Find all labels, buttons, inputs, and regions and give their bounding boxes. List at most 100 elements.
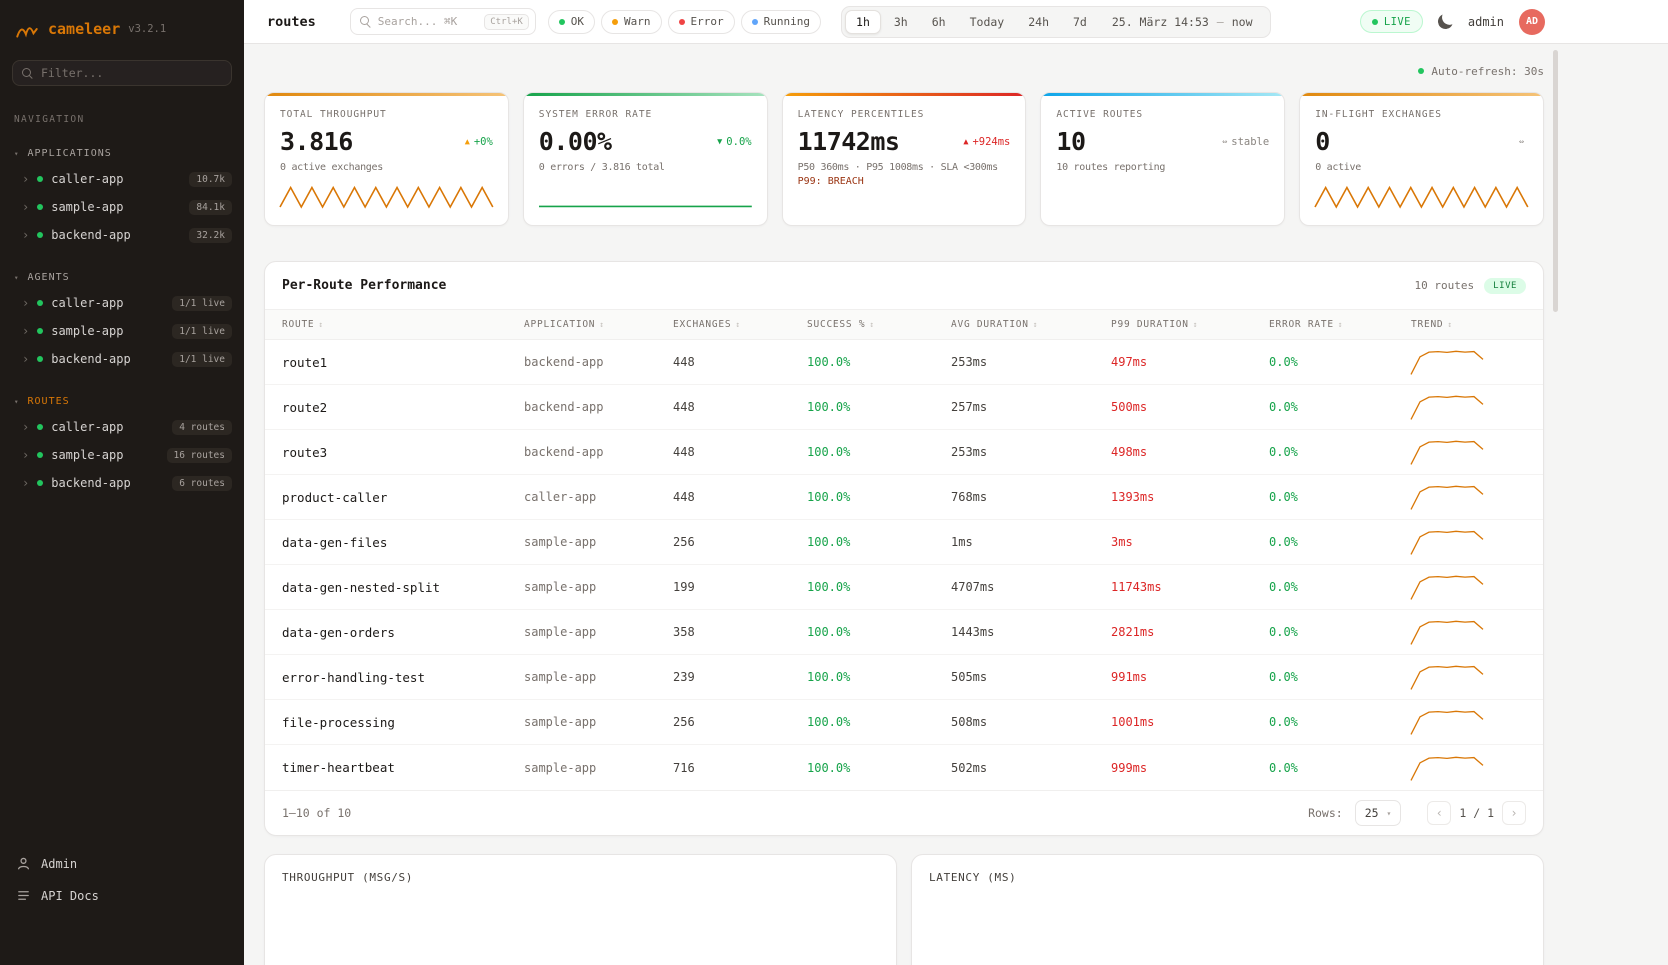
sort-icon: ↕: [1192, 320, 1199, 329]
cell-route: data-gen-orders: [282, 624, 395, 640]
prev-page-button[interactable]: ‹: [1427, 801, 1452, 825]
sidebar-group-routes: ▾ ROUTES › caller-app 4 routes › sample-app 16 …: [0, 390, 244, 497]
trend-sparkline: [1411, 394, 1483, 420]
sidebar-item-api-docs[interactable]: API Docs: [16, 888, 228, 903]
sidebar-item-agents-caller-app[interactable]: › caller-app 1/1 live: [0, 289, 244, 317]
filter-chip-warn[interactable]: Warn: [601, 9, 662, 34]
next-page-button[interactable]: ›: [1502, 801, 1526, 825]
time-range-buttons: 1h 3h 6h Today 24h 7d: [845, 9, 1098, 34]
cell-success: 100.0%: [807, 490, 851, 504]
chart-title: LATENCY (MS): [929, 871, 1017, 884]
chevron-right-icon: ›: [22, 200, 30, 214]
sort-icon: ↕: [599, 320, 605, 329]
column-header-application[interactable]: APPLICATION ↕: [524, 319, 673, 330]
sidebar-item-routes-backend-app[interactable]: › backend-app 6 routes: [0, 469, 244, 497]
sidebar-item-admin[interactable]: Admin: [16, 856, 228, 871]
sidebar-filter[interactable]: [12, 60, 232, 86]
chevron-down-icon: ▾: [1386, 808, 1392, 818]
column-header-exchanges[interactable]: EXCHANGES ↕: [673, 319, 807, 330]
sidebar-item-applications-sample-app[interactable]: › sample-app 84.1k: [0, 193, 244, 221]
table-row-route2[interactable]: route2 backend-app 448 100.0% 257ms 500ms 0.0%: [265, 385, 1543, 430]
table-row-file-processing[interactable]: file-processing sample-app 256 100.0% 508ms 1…: [265, 700, 1543, 745]
cell-avg: 768ms: [951, 490, 988, 504]
sidebar-item-routes-sample-app[interactable]: › sample-app 16 routes: [0, 441, 244, 469]
cell-route: route2: [282, 399, 328, 415]
sidebar-item-applications-backend-app[interactable]: › backend-app 32.2k: [0, 221, 244, 249]
stat-card-title: LATENCY PERCENTILES: [797, 109, 925, 120]
cell-exchanges: 199: [673, 580, 695, 594]
trend-sparkline: [1411, 709, 1483, 735]
sidebar-item-applications-caller-app[interactable]: › caller-app 10.7k: [0, 165, 244, 193]
filter-chip-running[interactable]: Running: [740, 9, 822, 34]
filter-chip-error[interactable]: Error: [667, 9, 735, 34]
time-range-1h[interactable]: 1h: [845, 9, 881, 34]
cell-route: timer-heartbeat: [282, 760, 395, 775]
global-search[interactable]: Ctrl+K: [349, 8, 536, 35]
table-row-data-gen-files[interactable]: data-gen-files sample-app 256 100.0% 1ms 3ms 0…: [265, 520, 1543, 565]
sidebar-group-header-applications[interactable]: ▾ APPLICATIONS: [0, 142, 244, 165]
table-row-route1[interactable]: route1 backend-app 448 100.0% 253ms 497ms 0.0%: [265, 340, 1543, 385]
table-row-data-gen-orders[interactable]: data-gen-orders sample-app 358 100.0% 1443ms…: [265, 610, 1543, 655]
table-row-product-caller[interactable]: product-caller caller-app 448 100.0% 768ms 13…: [265, 475, 1543, 520]
sidebar-spacer: [0, 497, 244, 846]
stat-card-total-throughput: TOTAL THROUGHPUT 3.816 ▲ +0% 0 active exchan…: [264, 92, 509, 226]
sidebar-group-label: APPLICATIONS: [27, 148, 112, 159]
cell-error: 0.0%: [1269, 535, 1298, 549]
column-header-route[interactable]: ROUTE ↕: [282, 319, 524, 330]
stat-value-row: 10 ⇔ stable: [1056, 127, 1269, 156]
table-row-data-gen-nested-split[interactable]: data-gen-nested-split sample-app 199 100.0%…: [265, 565, 1543, 610]
date-range-control[interactable]: 25. März 14:53 — now: [1098, 15, 1267, 29]
stat-card-title: IN-FLIGHT EXCHANGES: [1315, 109, 1442, 120]
trend-sparkline: [1411, 619, 1483, 645]
sidebar-item-routes-caller-app[interactable]: › caller-app 4 routes: [0, 413, 244, 441]
time-range-24h[interactable]: 24h: [1017, 10, 1060, 34]
cell-p99: 1001ms: [1111, 715, 1155, 729]
column-header-error-rate[interactable]: ERROR RATE ↕: [1269, 319, 1411, 330]
delta-text: stable: [1231, 135, 1270, 148]
cell-app: backend-app: [524, 355, 604, 369]
user-avatar[interactable]: AD: [1519, 8, 1545, 35]
live-status-badge[interactable]: LIVE: [1359, 10, 1423, 33]
sort-icon: ↕: [1447, 320, 1453, 329]
table-row-route3[interactable]: route3 backend-app 448 100.0% 253ms 498ms 0.0%: [265, 430, 1543, 475]
cell-app: sample-app: [524, 625, 597, 639]
cell-error: 0.0%: [1269, 355, 1298, 369]
column-header-p99-duration[interactable]: P99 DURATION ↕: [1111, 319, 1269, 330]
time-range-today[interactable]: Today: [959, 10, 1016, 34]
theme-toggle-button[interactable]: [1438, 14, 1453, 29]
cell-p99: 3ms: [1111, 535, 1133, 549]
sidebar-filter-input[interactable]: [41, 66, 222, 80]
nav-section-label: NAVIGATION: [14, 114, 85, 125]
sidebar-group-applications: ▾ APPLICATIONS › caller-app 10.7k › sample-app…: [0, 142, 244, 249]
card-accent-bar: [1300, 93, 1543, 96]
cell-error: 0.0%: [1269, 670, 1298, 684]
stat-value-row: 3.816 ▲ +0%: [280, 127, 493, 156]
time-range-6h[interactable]: 6h: [921, 10, 957, 34]
cell-p99: 498ms: [1111, 445, 1148, 459]
stat-card-active-routes: ACTIVE ROUTES 10 ⇔ stable 10 routes reportin…: [1040, 92, 1286, 226]
time-range-7d[interactable]: 7d: [1062, 10, 1098, 34]
sidebar-item-agents-sample-app[interactable]: › sample-app 1/1 live: [0, 317, 244, 345]
cell-app: sample-app: [524, 580, 597, 594]
cell-avg: 508ms: [951, 715, 988, 729]
status-dot-icon: [612, 18, 619, 25]
column-header-label: ROUTE: [282, 319, 315, 330]
global-search-input[interactable]: [377, 15, 478, 28]
column-header-success[interactable]: SUCCESS % ↕: [807, 319, 951, 330]
app-logo[interactable]: cameleer v3.2.1: [0, 0, 244, 54]
sidebar-group-header-routes[interactable]: ▾ ROUTES: [0, 390, 244, 413]
filter-chip-label: Running: [763, 15, 811, 28]
card-accent-bar: [1041, 93, 1285, 96]
time-range-3h[interactable]: 3h: [883, 10, 919, 34]
moon-icon: [1436, 12, 1454, 30]
sidebar-group-header-agents[interactable]: ▾ AGENTS: [0, 266, 244, 289]
table-row-error-handling-test[interactable]: error-handling-test sample-app 239 100.0% 50…: [265, 655, 1543, 700]
stat-cards-row: TOTAL THROUGHPUT 3.816 ▲ +0% 0 active exchan…: [264, 92, 1544, 226]
rows-per-page-select[interactable]: 25 ▾: [1354, 800, 1402, 826]
column-header-trend[interactable]: TREND ↕: [1411, 319, 1526, 330]
scrollbar-thumb[interactable]: [1553, 50, 1558, 312]
table-row-timer-heartbeat[interactable]: timer-heartbeat sample-app 716 100.0% 502ms 9…: [265, 745, 1543, 790]
column-header-avg-duration[interactable]: AVG DURATION ↕: [951, 319, 1111, 330]
sidebar-item-agents-backend-app[interactable]: › backend-app 1/1 live: [0, 345, 244, 373]
filter-chip-ok[interactable]: OK: [547, 9, 596, 34]
